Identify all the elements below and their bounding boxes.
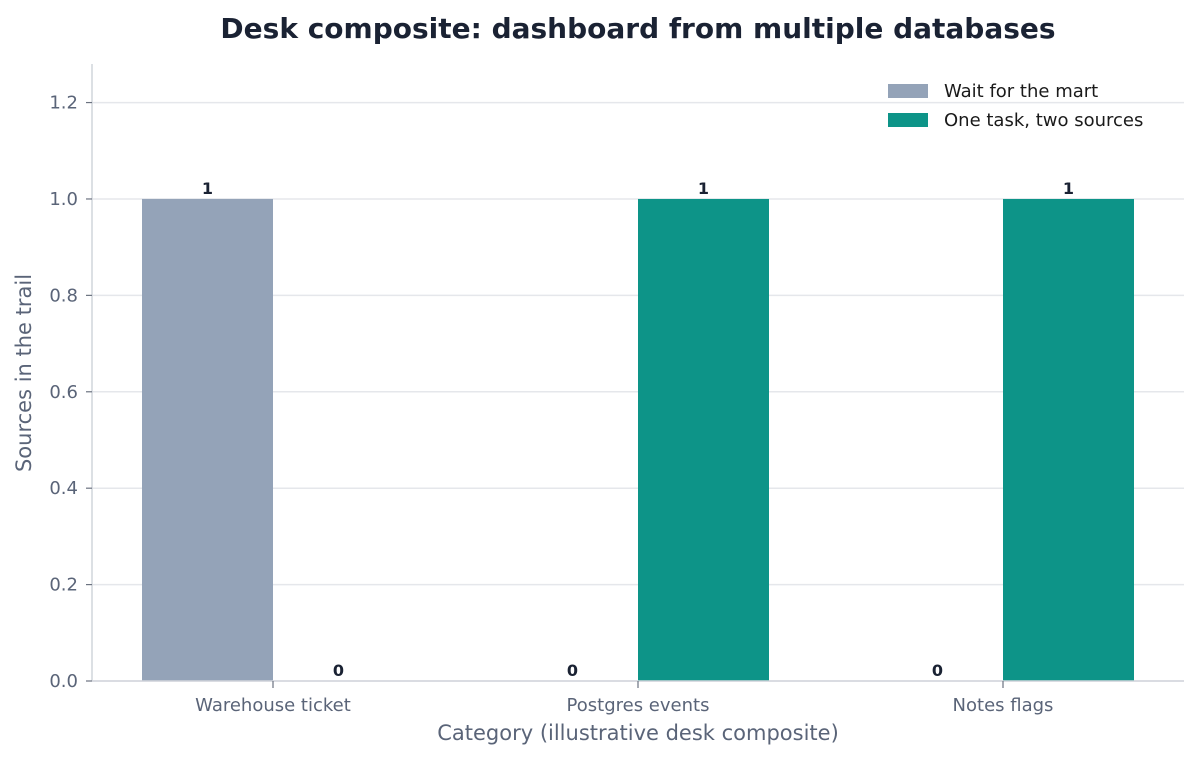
- x-tick-label: Notes flags: [953, 695, 1054, 716]
- y-tick-label: 0.4: [49, 478, 78, 499]
- y-axis-label: Sources in the trail: [12, 274, 36, 472]
- data-labels: 1 0 0 1 0 1: [202, 179, 1074, 680]
- data-label: 1: [1063, 179, 1074, 198]
- legend: Wait for the mart One task, two sources: [888, 81, 1143, 131]
- x-tick-label: Postgres events: [567, 695, 710, 716]
- x-axis-label: Category (illustrative desk composite): [437, 721, 839, 745]
- bars: [142, 198, 1134, 681]
- y-axis-ticks: 0.0 0.2 0.4 0.6 0.8 1.0 1.2: [49, 93, 92, 692]
- data-label: 0: [932, 661, 943, 680]
- legend-label: One task, two sources: [944, 110, 1143, 131]
- legend-swatch: [888, 84, 928, 98]
- y-tick-label: 0.6: [49, 382, 78, 403]
- data-label: 1: [698, 179, 709, 198]
- bar-wait-for-the-mart: [142, 198, 273, 681]
- y-tick-label: 0.2: [49, 575, 78, 596]
- bar-one-task-two-sources: [1003, 198, 1134, 681]
- data-label: 0: [567, 661, 578, 680]
- y-tick-label: 0.0: [49, 671, 78, 692]
- bar-one-task-two-sources: [638, 198, 769, 681]
- y-tick-label: 0.8: [49, 285, 78, 306]
- chart-title: Desk composite: dashboard from multiple …: [220, 12, 1055, 45]
- x-axis-ticks: Warehouse ticket Postgres events Notes fla…: [195, 681, 1053, 716]
- data-label: 1: [202, 179, 213, 198]
- legend-swatch: [888, 113, 928, 127]
- legend-label: Wait for the mart: [944, 81, 1098, 102]
- y-tick-label: 1.2: [49, 93, 78, 114]
- data-label: 0: [333, 661, 344, 680]
- x-tick-label: Warehouse ticket: [195, 695, 351, 716]
- y-tick-label: 1.0: [49, 189, 78, 210]
